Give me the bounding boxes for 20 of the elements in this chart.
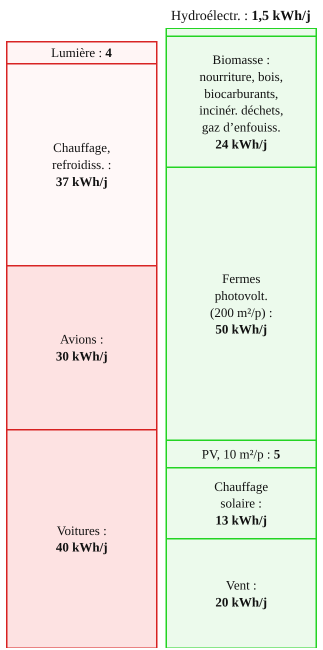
series-label: Voitures : (56, 522, 107, 538)
data-label: 13 kWh/j (215, 512, 267, 528)
series-label: Chauffage solaire : (214, 478, 268, 511)
series-label: Avions : (60, 332, 104, 347)
series-label: Hydroélectr. : (171, 9, 248, 24)
data-label: 20 kWh/j (215, 594, 268, 610)
data-label: 5 (274, 446, 281, 462)
series-label: Fermes photovolt. (200 m²/p) : (210, 271, 272, 320)
series-label: Biomasse : nourriture, bois, biocarburants, incinér. déchets, gaz d’enfouiss. (199, 52, 284, 135)
data-label: 30 kWh/j (56, 348, 108, 364)
series-label: Lumière : (51, 45, 102, 60)
data-label: 1,5 kWh/j (251, 9, 311, 24)
data-label: 40 kWh/j (56, 540, 108, 555)
data-label: 24 kWh/j (215, 136, 268, 152)
data-label: 50 kWh/j (215, 322, 268, 337)
series-label: Chauffage, refroidiss. : (52, 140, 112, 172)
data-label: 37 kWh/j (56, 174, 108, 189)
series-label: Vent : (226, 577, 257, 592)
data-label: 4 (105, 45, 112, 60)
series-label: PV, 10 m²/p : (202, 446, 270, 462)
